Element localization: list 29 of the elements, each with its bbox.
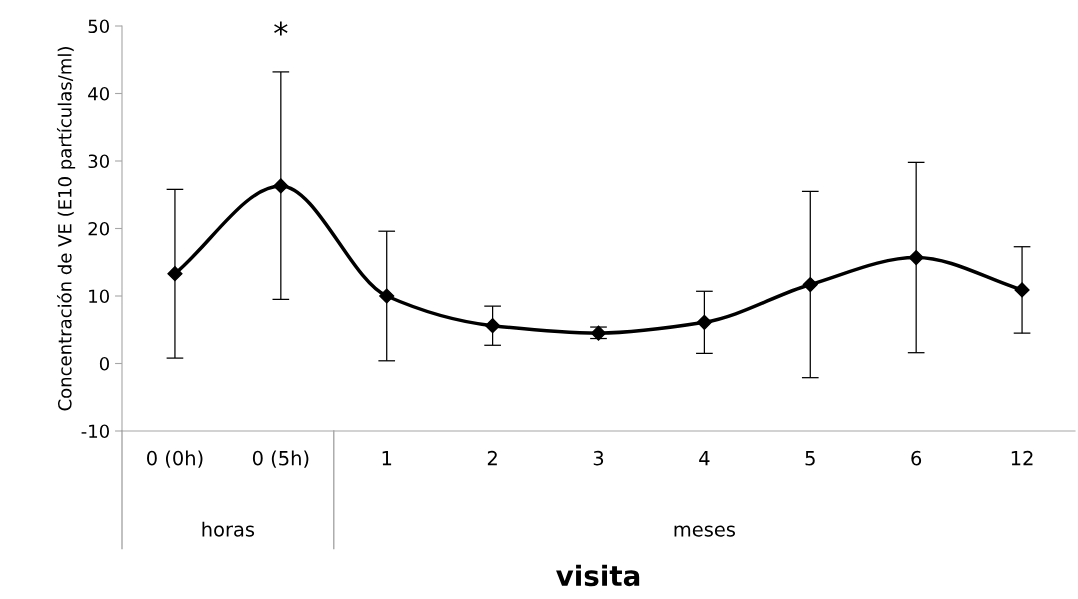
- y-tick-label: -10: [81, 424, 109, 439]
- point: [696, 314, 712, 330]
- text: horas: [202, 521, 255, 537]
- x-tick-label: 0 (5h): [252, 450, 309, 468]
- point: [379, 288, 395, 304]
- annotation: *: [274, 21, 288, 36]
- point: [485, 318, 501, 334]
- point: [167, 266, 183, 282]
- y-axis-title: Concentración de VE (E10 partículas/ml): [56, 47, 76, 411]
- y-tick-label: 20: [88, 221, 109, 236]
- y-tick-label: 30: [88, 154, 109, 169]
- x-axis-title: visita: [556, 564, 640, 587]
- y-tick-label: 0: [99, 356, 109, 371]
- x-tick-label: 5: [805, 451, 815, 466]
- point: [908, 249, 924, 266]
- x-tick-label: 6: [911, 450, 922, 466]
- x-tick-label: 3: [593, 450, 604, 466]
- y-tick-label: 40: [88, 86, 109, 101]
- point: [1014, 282, 1030, 298]
- point: [273, 178, 289, 194]
- x-tick-label: 0 (0h): [147, 450, 203, 468]
- x-tick-label: 1: [382, 451, 392, 466]
- y-tick-label: 10: [89, 289, 109, 304]
- point: [802, 276, 818, 293]
- x-tick-label: 2: [487, 450, 497, 466]
- x-tick-label: 4: [699, 451, 710, 466]
- x-tick-label: 12: [1011, 450, 1033, 466]
- text: meses: [674, 525, 735, 537]
- y-tick-label: 50: [88, 19, 109, 34]
